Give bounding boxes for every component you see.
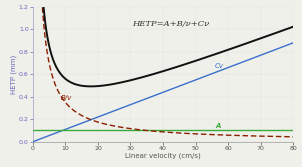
Text: A: A — [215, 123, 220, 129]
X-axis label: Linear velocity (cm/s): Linear velocity (cm/s) — [125, 152, 201, 159]
Text: B/v: B/v — [60, 95, 72, 101]
Y-axis label: HETP (mm): HETP (mm) — [11, 55, 18, 94]
Text: Cv: Cv — [215, 63, 224, 69]
Text: HETP=A+B/ν+Cν: HETP=A+B/ν+Cν — [132, 20, 209, 28]
